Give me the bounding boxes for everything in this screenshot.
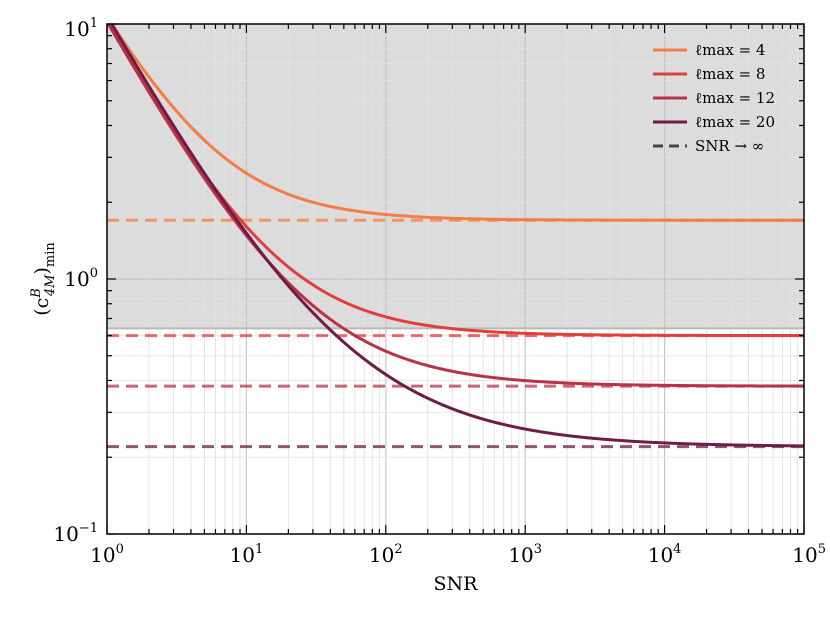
plot-frame [106,23,805,535]
y-axis-label: (cB4M)min [29,242,58,316]
legend-label-asymptote: SNR → ∞ [695,137,764,155]
legend-label-4: ℓmax = 20 [695,113,775,131]
y-tick-label: 10−1 [53,521,98,546]
legend: ℓmax = 4 ℓmax = 8 ℓmax = 12 ℓmax = 20 SNR → … [653,41,775,155]
series-line-1 [110,24,804,222]
legend-label-3: ℓmax = 12 [695,89,775,107]
x-tick-label: 104 [648,542,682,567]
svg-text:(cB4M)min: (cB4M)min [29,242,58,316]
legend-label-1: ℓmax = 4 [695,41,765,59]
y-tick-label: 100 [64,266,98,291]
x-tick-label: 101 [230,542,264,567]
x-tick-label: 105 [792,542,826,567]
x-tick-label: 102 [369,542,403,567]
series-line-4 [109,24,804,448]
x-axis-label: SNR [434,573,479,595]
series-curves [107,24,804,448]
series-line-3 [107,24,804,388]
x-tick-label: 100 [90,542,124,567]
x-tick-label: 103 [508,542,542,567]
axis-ticks [106,23,805,535]
legend-label-2: ℓmax = 8 [695,65,765,83]
y-tick-label: 101 [64,16,98,41]
shaded-region [107,24,804,329]
